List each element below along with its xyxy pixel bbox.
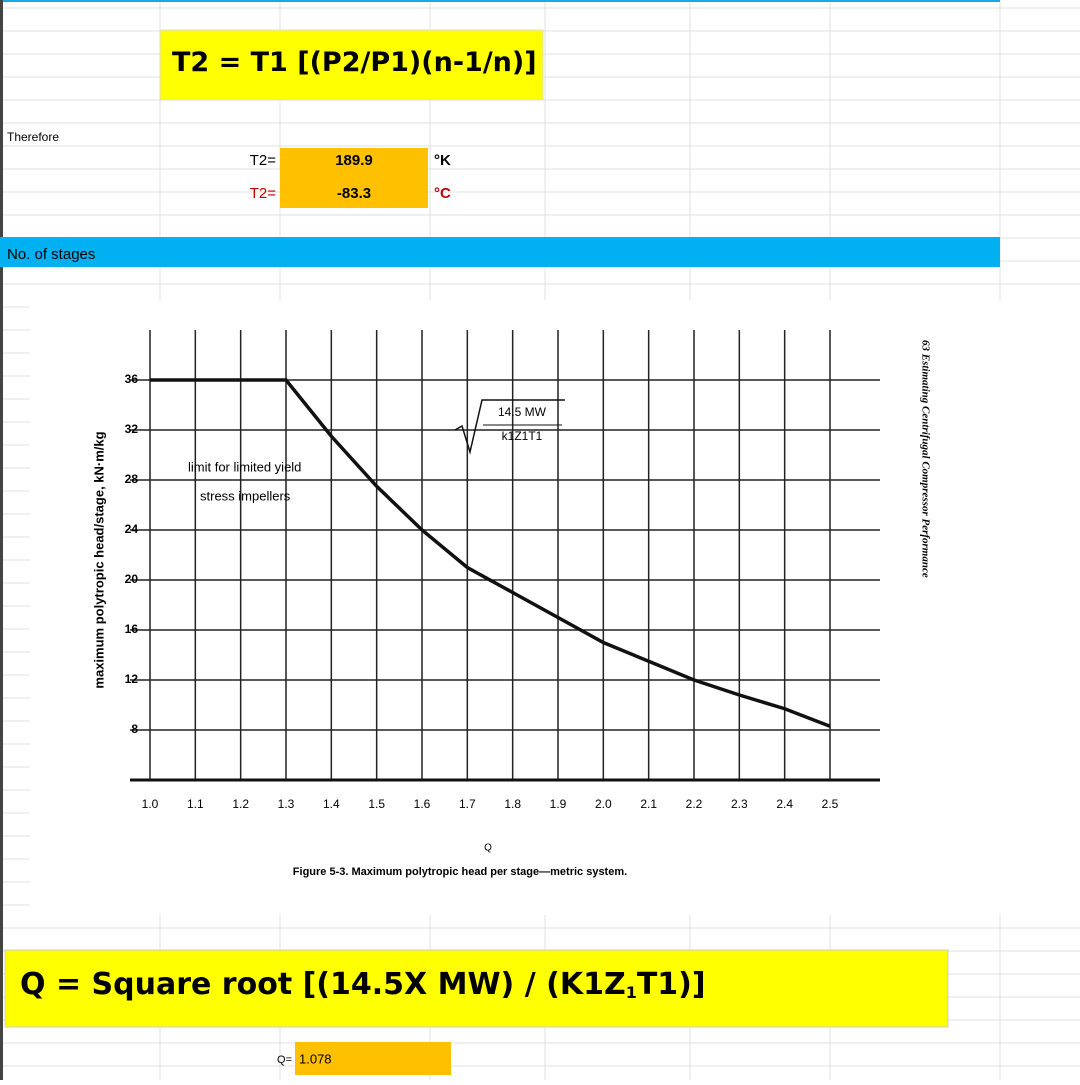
x-tick-label: 1.4 (323, 797, 340, 811)
top-border (0, 0, 1000, 2)
x-tick-label: 2.5 (822, 797, 839, 811)
x-tick-label: 1.3 (278, 797, 295, 811)
x-tick-label: 1.6 (414, 797, 431, 811)
y-tick-label: 16 (125, 622, 139, 636)
annotation: limit for limited yield (188, 459, 301, 474)
result-cells[interactable] (280, 148, 428, 208)
section-title: No. of stages (7, 246, 95, 263)
formula-cell[interactable] (159, 29, 544, 101)
y-tick-label: 32 (125, 422, 139, 436)
annotation: stress impellers (200, 488, 291, 503)
x-tick-label: 1.0 (142, 797, 159, 811)
formula-q-part: Q = Square root [(14.5X MW) / (K1Z (20, 967, 626, 1002)
q-cell[interactable] (295, 1042, 451, 1075)
x-tick-label: 2.2 (686, 797, 703, 811)
x-tick-label: 1.9 (550, 797, 567, 811)
result-unit: °C (434, 185, 451, 202)
x-tick-label: 2.3 (731, 797, 748, 811)
result-value: 189.9 (335, 152, 373, 169)
x-tick-label: 2.0 (595, 797, 612, 811)
formula-clip: T2 = T1 [(P2/P1)(n-1/n)] (172, 47, 537, 78)
formula-q-cell[interactable] (4, 949, 949, 1028)
result-value: -83.3 (337, 185, 371, 202)
q-label: Q= (277, 1054, 292, 1066)
y-tick-label: 36 (125, 372, 139, 386)
figure-image (30, 300, 1080, 915)
formula-den: k1Z1T1 (502, 429, 543, 443)
caption: Figure 5-3. Maximum polytropic head per … (293, 866, 627, 878)
x-tick-label: 1.7 (459, 797, 476, 811)
y-tick-label: 12 (125, 672, 139, 686)
y-tick-label: 28 (125, 472, 139, 486)
therefore: Therefore (7, 130, 59, 144)
q-value: 1.078 (299, 1051, 332, 1066)
result-label: T2= (250, 152, 277, 169)
result-unit: °K (434, 152, 451, 169)
section-bar (0, 237, 1000, 267)
x-axis-label: Q (484, 843, 492, 854)
y-axis-label: maximum polytropic head/stage, kN·m/kg (91, 431, 106, 688)
left-border (0, 0, 3, 1080)
x-tick-label: 1.2 (232, 797, 249, 811)
y-tick-label: 24 (125, 522, 139, 536)
x-tick-label: 2.4 (776, 797, 793, 811)
formula-top: T2 = T1 [(P2/P1)(n-1/n)] (172, 47, 537, 78)
formula-num: 14.5 MW (498, 405, 547, 419)
sqrt-sign (454, 399, 565, 455)
formula-q-sub: 1 (626, 983, 637, 1002)
x-tick-label: 1.5 (368, 797, 385, 811)
result-label: T2= (250, 185, 277, 202)
side-text: 63 Estimating Centrifugal Compressor Per… (919, 340, 931, 578)
formula-q-part: T1)] (637, 967, 706, 1002)
x-tick-label: 1.1 (187, 797, 204, 811)
x-tick-label: 2.1 (640, 797, 657, 811)
x-tick-label: 1.8 (504, 797, 521, 811)
y-tick-label: 20 (125, 572, 139, 586)
y-tick-label: 8 (131, 722, 138, 736)
line-series (150, 378, 831, 728)
formula-q: Q = Square root [(14.5X MW) / (K1Z1T1)] (20, 967, 706, 1002)
